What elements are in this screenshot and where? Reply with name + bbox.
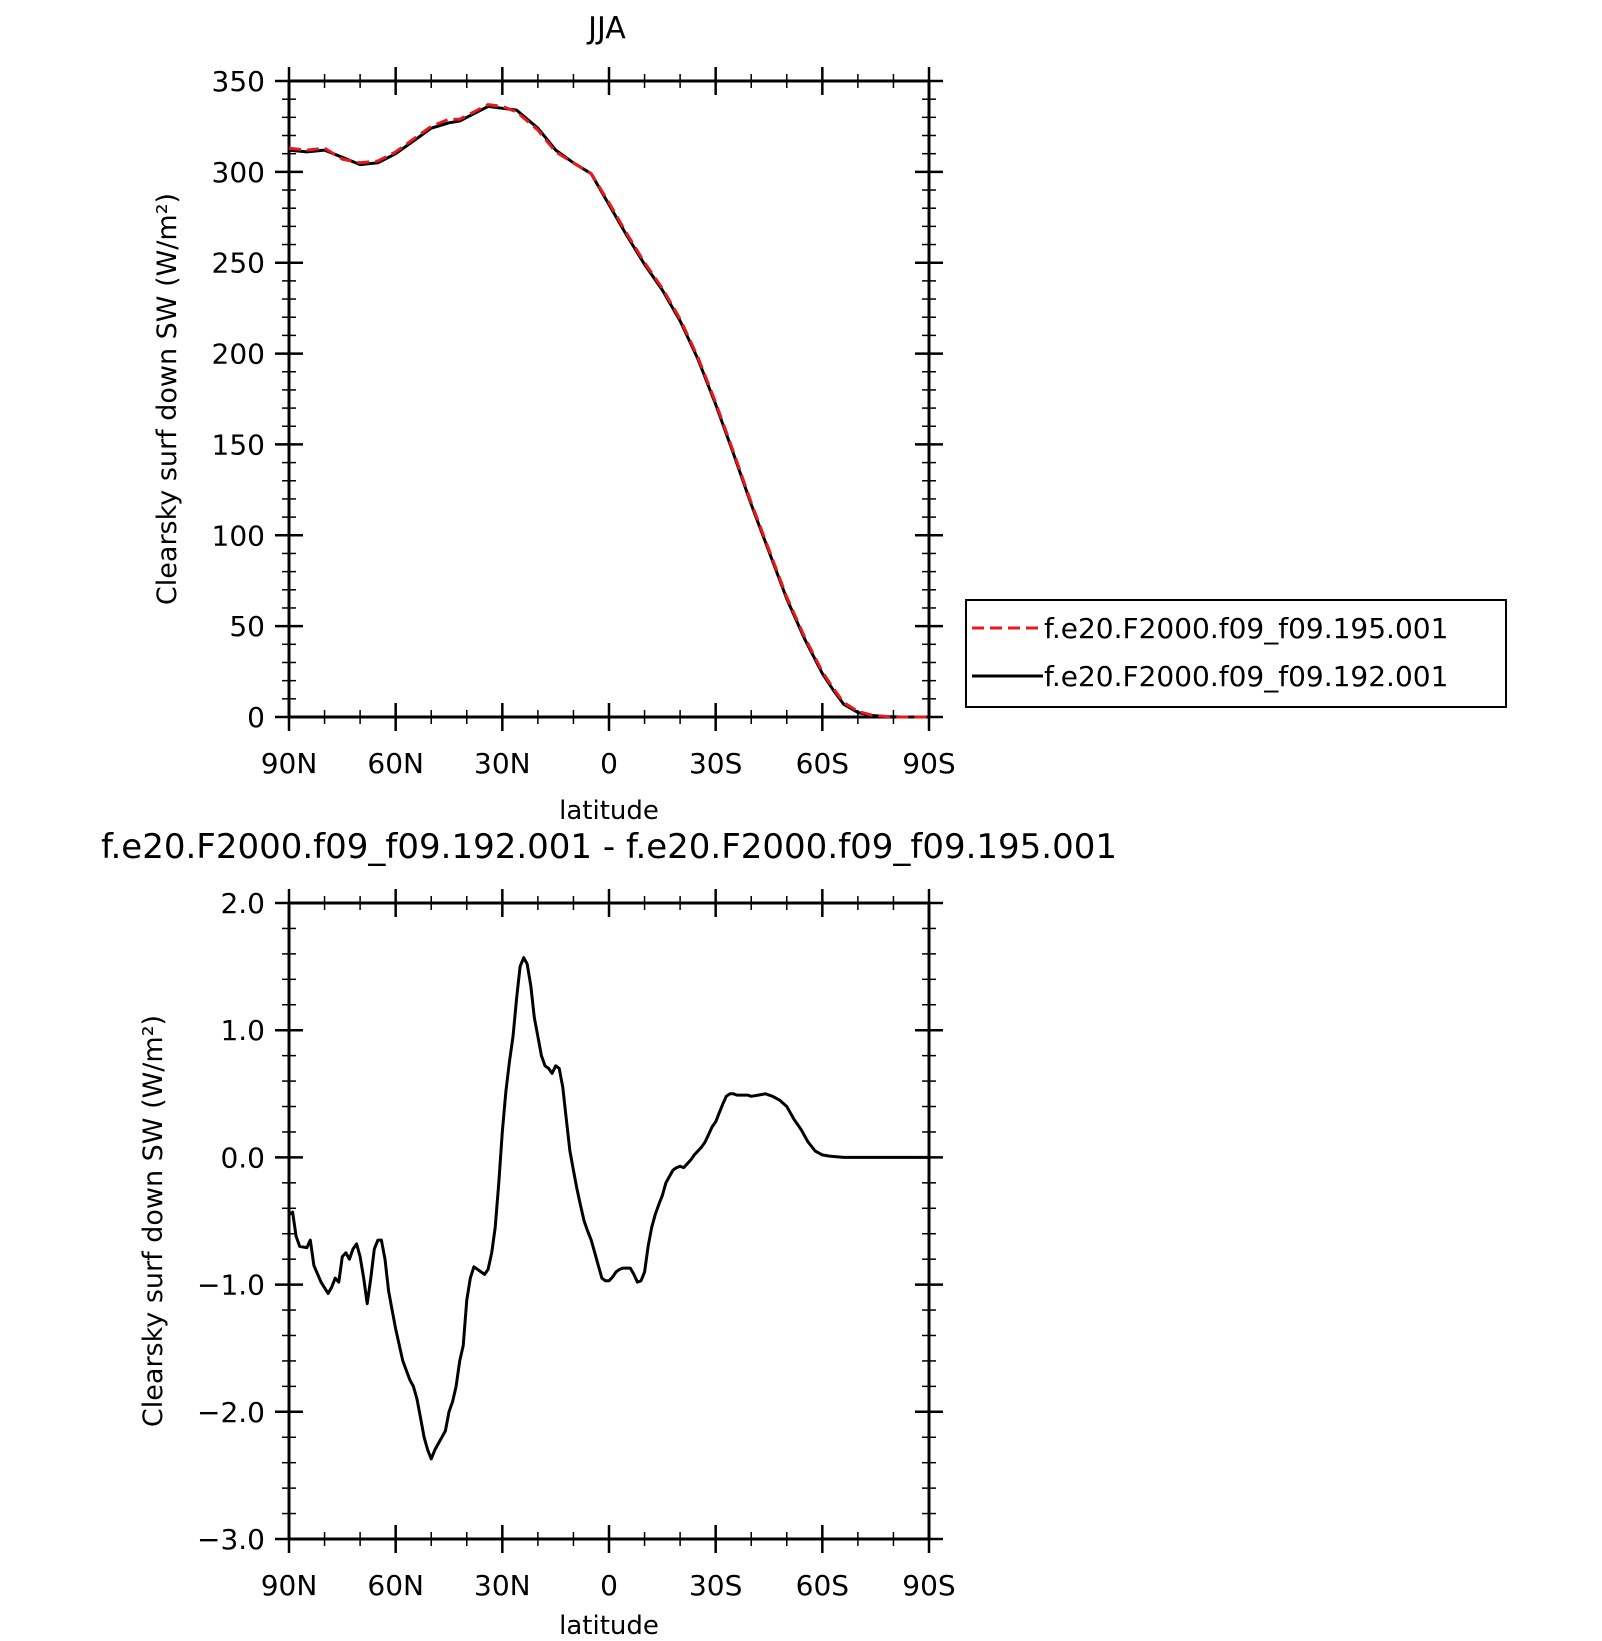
legend-item-195: f.e20.F2000.f09_f09.195.001 bbox=[972, 612, 1448, 645]
x-tick-label: 60S bbox=[796, 1569, 849, 1602]
plot-frame bbox=[287, 901, 931, 1541]
y-tick-label: 1.0 bbox=[220, 1014, 265, 1047]
legend: f.e20.F2000.f09_f09.195.001 f.e20.F2000.… bbox=[965, 599, 1507, 708]
legend-label: f.e20.F2000.f09_f09.192.001 bbox=[1044, 660, 1448, 693]
x-ticks: 90N 60N 30N 0 30S 60S 90S bbox=[261, 67, 956, 780]
series-group bbox=[288, 103, 929, 719]
x-tick-label: 0 bbox=[600, 1569, 618, 1602]
legend-box bbox=[965, 599, 1507, 708]
x-tick-label: 30N bbox=[474, 1569, 531, 1602]
chart-top-panel: JJA 0 50 100 150 200 250 300 350 90N 60N 30N 0 30S 6… bbox=[152, 11, 1507, 826]
legend-item-192: f.e20.F2000.f09_f09.192.001 bbox=[972, 660, 1448, 693]
legend-label: f.e20.F2000.f09_f09.195.001 bbox=[1044, 612, 1448, 645]
y-tick-label: 350 bbox=[212, 65, 265, 98]
chart-title: JJA bbox=[586, 11, 626, 46]
y-tick-label: 200 bbox=[212, 338, 265, 371]
x-tick-label: 90S bbox=[902, 747, 955, 780]
x-axis-label: latitude bbox=[559, 1611, 659, 1641]
y-tick-label: −1.0 bbox=[197, 1269, 265, 1302]
x-tick-label: 30S bbox=[689, 747, 742, 780]
y-tick-label: 100 bbox=[212, 519, 265, 552]
series-line-1 bbox=[288, 104, 929, 719]
y-tick-label: −2.0 bbox=[197, 1396, 265, 1429]
x-tick-label: 0 bbox=[600, 747, 618, 780]
series-line-0 bbox=[288, 103, 929, 719]
x-axis-label: latitude bbox=[559, 796, 659, 826]
x-tick-label: 90S bbox=[902, 1569, 955, 1602]
y-tick-label: 150 bbox=[212, 428, 265, 461]
x-tick-label: 60S bbox=[796, 747, 849, 780]
y-axis-label: Clearsky surf down SW (W/m²) bbox=[152, 193, 183, 605]
x-ticks: 90N 60N 30N 0 30S 60S 90S bbox=[261, 889, 956, 1602]
y-tick-label: 300 bbox=[212, 156, 265, 189]
y-ticks: −3.0 −2.0 −1.0 0.0 1.0 2.0 bbox=[197, 887, 943, 1556]
series-line-0 bbox=[288, 956, 929, 1461]
chart-bottom-panel: f.e20.F2000.f09_f09.192.001 - f.e20.F200… bbox=[101, 827, 1117, 1641]
y-tick-label: 250 bbox=[212, 247, 265, 280]
x-tick-label: 90N bbox=[261, 1569, 318, 1602]
y-tick-label: 50 bbox=[229, 610, 265, 643]
x-tick-label: 30N bbox=[474, 747, 531, 780]
y-tick-label: −3.0 bbox=[197, 1523, 265, 1556]
y-tick-label: 0 bbox=[247, 701, 265, 734]
plot-frame bbox=[287, 79, 931, 719]
x-tick-label: 30S bbox=[689, 1569, 742, 1602]
x-tick-label: 60N bbox=[367, 747, 424, 780]
chart-title: f.e20.F2000.f09_f09.192.001 - f.e20.F200… bbox=[101, 827, 1117, 867]
series-group bbox=[288, 956, 929, 1461]
x-tick-label: 60N bbox=[367, 1569, 424, 1602]
y-tick-label: 2.0 bbox=[220, 887, 265, 920]
y-tick-label: 0.0 bbox=[220, 1141, 265, 1174]
y-axis-label: Clearsky surf down SW (W/m²) bbox=[138, 1015, 169, 1427]
x-tick-label: 90N bbox=[261, 747, 318, 780]
y-ticks: 0 50 100 150 200 250 300 350 bbox=[212, 65, 943, 734]
